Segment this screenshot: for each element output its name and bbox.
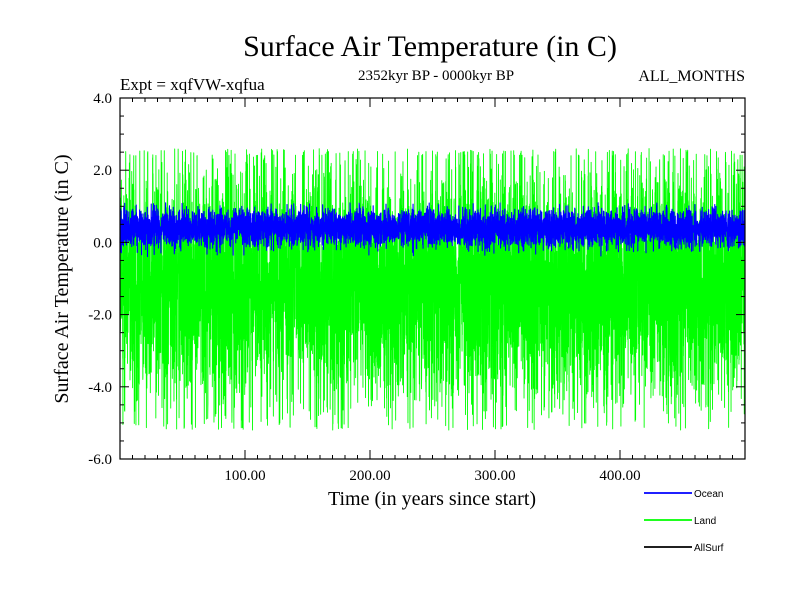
legend-label-land: Land — [694, 516, 716, 527]
y-axis-label: Surface Air Temperature (in C) — [51, 154, 73, 403]
ticks-layer — [120, 98, 745, 459]
chart-title: Surface Air Temperature (in C) — [243, 30, 617, 63]
x-tick-label: 400.00 — [599, 468, 640, 484]
experiment-label: Expt = xqfVW-xqfua — [120, 75, 265, 94]
y-tick-label: 0.0 — [93, 235, 112, 251]
y-tick-label: -4.0 — [88, 380, 112, 396]
time-range-label: 2352kyr BP - 0000kyr BP — [358, 68, 514, 84]
x-tick-label: 300.00 — [474, 468, 515, 484]
legend-item-ocean: Ocean — [644, 489, 723, 500]
ocean-series-line — [119, 202, 746, 258]
legend: Ocean Land AllSurf — [644, 489, 724, 554]
x-tick-label: 200.00 — [349, 468, 390, 484]
x-tick-label: 100.00 — [224, 468, 265, 484]
legend-item-land: Land — [644, 516, 716, 527]
legend-label-allsurf: AllSurf — [694, 543, 724, 554]
x-axis-label: Time (in years since start) — [328, 488, 536, 510]
land-series-line — [119, 148, 746, 431]
y-tick-label: 2.0 — [93, 163, 112, 179]
tick-labels-layer: 100.00 200.00 300.00 400.00 -6.0 -4.0 -2.0 0.0 2… — [88, 91, 640, 484]
legend-label-ocean: Ocean — [694, 489, 723, 500]
y-tick-label: 4.0 — [93, 91, 112, 107]
y-tick-label: -6.0 — [88, 452, 112, 468]
legend-item-allsurf: AllSurf — [644, 543, 724, 554]
months-label: ALL_MONTHS — [638, 68, 745, 85]
series-layer — [119, 148, 746, 431]
y-tick-label: -2.0 — [88, 308, 112, 324]
